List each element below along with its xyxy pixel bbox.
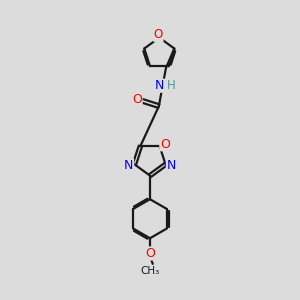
Text: N: N	[155, 79, 164, 92]
Text: O: O	[145, 247, 155, 260]
Text: O: O	[160, 138, 170, 151]
Text: CH₃: CH₃	[140, 266, 160, 276]
Text: N: N	[167, 159, 176, 172]
Text: O: O	[132, 93, 142, 106]
Text: N: N	[124, 159, 134, 172]
Text: H: H	[167, 79, 175, 92]
Text: O: O	[154, 28, 163, 41]
